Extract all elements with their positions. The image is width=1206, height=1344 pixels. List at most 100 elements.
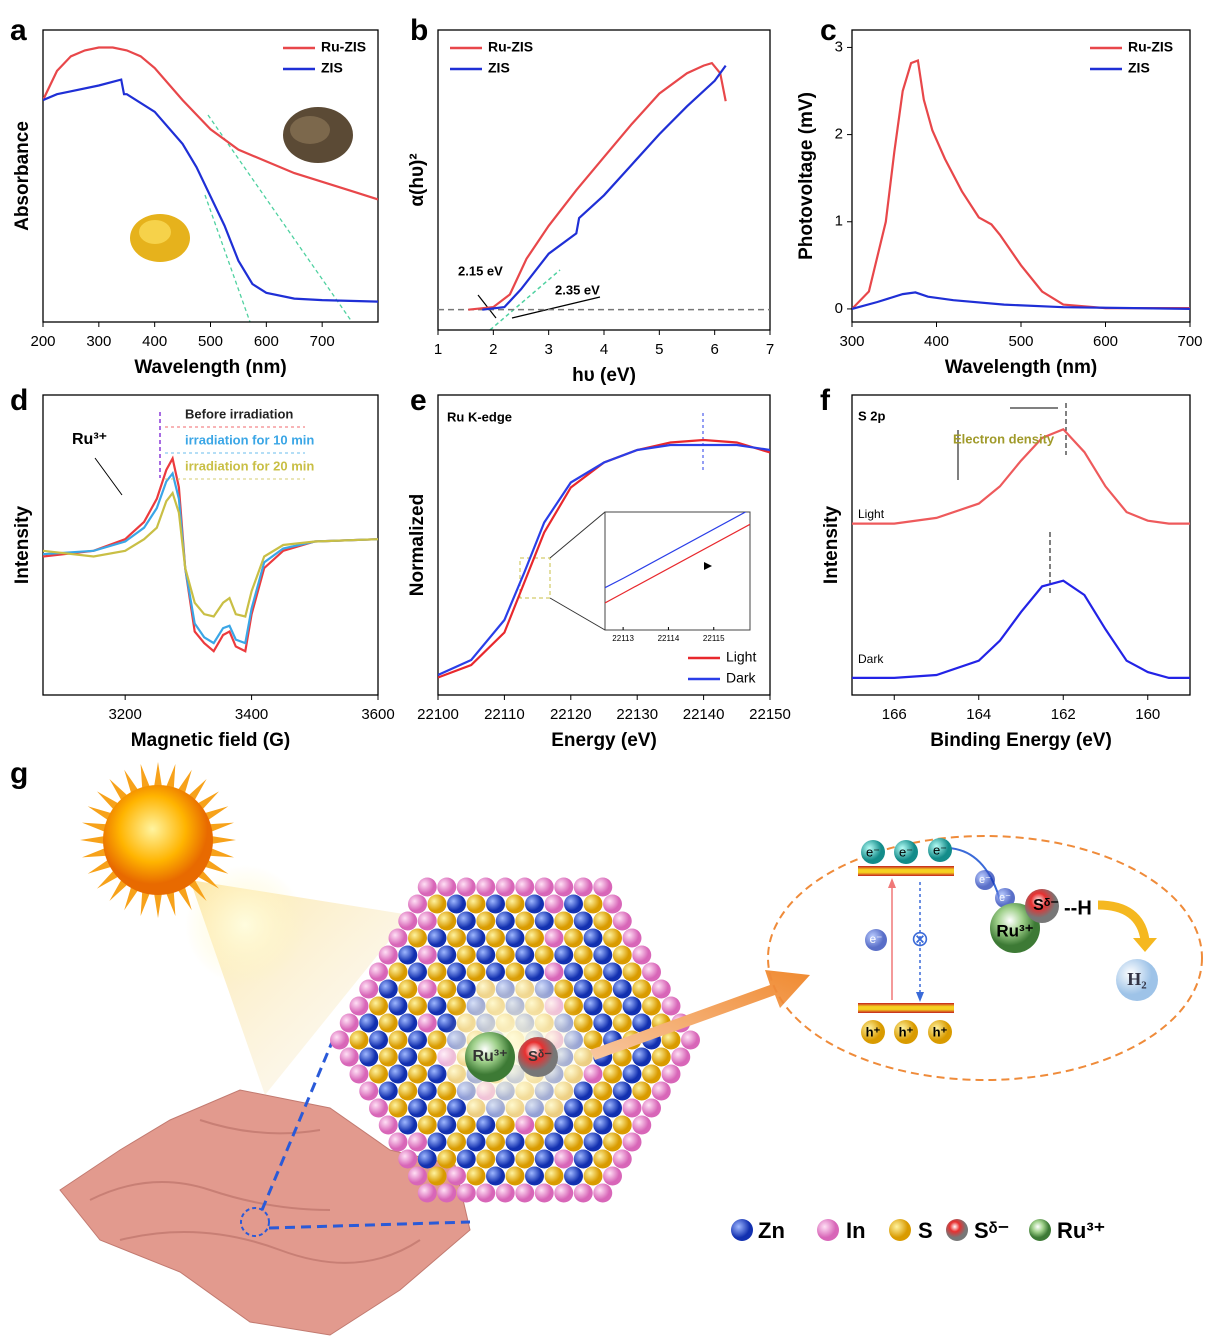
h2-label: H₂ bbox=[1127, 969, 1146, 989]
crystal-atom bbox=[535, 912, 554, 931]
x-tick-label: 300 bbox=[839, 333, 864, 350]
crystal-atom bbox=[408, 963, 427, 982]
crystal-atom bbox=[437, 1150, 456, 1169]
crystal-atom bbox=[428, 963, 447, 982]
crystal-atom bbox=[545, 929, 564, 948]
crystal-atom bbox=[545, 1133, 564, 1152]
crystal-atom bbox=[593, 980, 612, 999]
crystal-atom bbox=[632, 980, 651, 999]
crystal-atom bbox=[564, 1133, 583, 1152]
crystal-atom bbox=[350, 997, 369, 1016]
legend-label: ZIS bbox=[488, 60, 510, 76]
crystal-atom bbox=[437, 912, 456, 931]
x-tick-label: 4 bbox=[600, 341, 608, 358]
crystal-atom bbox=[574, 1116, 593, 1135]
x-tick-label: 7 bbox=[766, 341, 774, 358]
annotation: Ru K-edge bbox=[447, 409, 512, 424]
y-axis-label: Normalized bbox=[407, 494, 428, 596]
crystal-atom bbox=[496, 946, 515, 965]
crystal-atom bbox=[515, 878, 534, 897]
crystal-atom bbox=[359, 1082, 378, 1101]
crystal-atom bbox=[554, 878, 573, 897]
annotation-arrow bbox=[512, 297, 600, 318]
x-tick-label: 300 bbox=[86, 333, 111, 350]
x-axis-label: Wavelength (nm) bbox=[945, 357, 1097, 378]
x-tick-label: 22110 bbox=[484, 706, 525, 723]
x-tick-label: 400 bbox=[924, 333, 949, 350]
crystal-atom bbox=[389, 1065, 408, 1084]
y-tick-label: 0 bbox=[835, 300, 843, 317]
crystal-atom bbox=[467, 1133, 486, 1152]
crystal-atom bbox=[593, 912, 612, 931]
crystal-atom bbox=[359, 1014, 378, 1033]
hydrogen-label: --H bbox=[1064, 897, 1092, 919]
crystal-atom bbox=[418, 878, 437, 897]
x-tick-label: 3200 bbox=[108, 706, 141, 723]
crystal-atom bbox=[554, 912, 573, 931]
x-tick-label: 1 bbox=[434, 341, 442, 358]
crystal-atom bbox=[350, 1065, 369, 1084]
x-tick-label: 166 bbox=[882, 706, 907, 723]
hole-label: h⁺ bbox=[899, 1024, 914, 1039]
legend-label: In bbox=[846, 1218, 866, 1243]
legend-atom bbox=[946, 1219, 968, 1241]
legend-atom bbox=[1029, 1219, 1051, 1241]
legend-label: Light bbox=[726, 649, 756, 665]
crystal-atom bbox=[623, 997, 642, 1016]
crystal-atom bbox=[613, 946, 632, 965]
crystal-atom bbox=[642, 1099, 661, 1118]
crystal-atom bbox=[506, 929, 525, 948]
crystal-atom bbox=[642, 997, 661, 1016]
crystal-atom bbox=[632, 1082, 651, 1101]
annotation: Ru³⁺ bbox=[72, 431, 107, 448]
x-tick-label: 164 bbox=[966, 706, 991, 723]
crystal-atom bbox=[584, 1099, 603, 1118]
crystal-atom bbox=[330, 1031, 349, 1050]
crystal-atom bbox=[545, 1167, 564, 1186]
y-tick-label: 1 bbox=[835, 213, 843, 230]
y-tick-label: 3 bbox=[835, 38, 843, 55]
crystal-atom bbox=[447, 1167, 466, 1186]
y-axis-label: Absorbance bbox=[12, 121, 33, 231]
crystal-atom bbox=[408, 1065, 427, 1084]
crystal-atom bbox=[408, 929, 427, 948]
crystal-atom bbox=[671, 1048, 690, 1067]
crystal-atom bbox=[418, 1184, 437, 1203]
crystal-atom bbox=[623, 1099, 642, 1118]
x-tick-label: 162 bbox=[1051, 706, 1076, 723]
crystal-atom bbox=[379, 1048, 398, 1067]
crystal-atom bbox=[603, 895, 622, 914]
electron-label: e⁻ bbox=[979, 874, 991, 886]
crystal-atom bbox=[398, 1048, 417, 1067]
crystal-atom bbox=[515, 1150, 534, 1169]
crystal-atom bbox=[408, 1167, 427, 1186]
crystal-atom bbox=[457, 946, 476, 965]
crystal-atom bbox=[408, 1031, 427, 1050]
crystal-atom bbox=[467, 929, 486, 948]
x-tick-label: 700 bbox=[1177, 333, 1202, 350]
crystal-atom bbox=[437, 980, 456, 999]
light-glow bbox=[185, 865, 305, 985]
legend-atom bbox=[731, 1219, 753, 1241]
crystal-atom bbox=[389, 1133, 408, 1152]
crystal-atom bbox=[476, 946, 495, 965]
crystal-atom bbox=[642, 1065, 661, 1084]
crystal-atom bbox=[340, 1048, 359, 1067]
crystal-atom bbox=[379, 980, 398, 999]
crystal-atom bbox=[515, 946, 534, 965]
crystal-atom bbox=[408, 1133, 427, 1152]
crystal-atom bbox=[623, 963, 642, 982]
crystal-atom bbox=[535, 946, 554, 965]
crystal-atom bbox=[359, 980, 378, 999]
atom-label: Ru³⁺ bbox=[472, 1048, 507, 1065]
crystal-atom bbox=[418, 980, 437, 999]
figure: g Ru³⁺ Sᵟ⁻ e⁻ e⁻ e⁻ e⁻ e⁻ e⁻ ⊗ h⁺ h⁺ h⁺ … bbox=[0, 0, 1206, 1339]
crystal-atom bbox=[389, 963, 408, 982]
zoom-box bbox=[520, 558, 550, 598]
crystal-atom bbox=[496, 1150, 515, 1169]
arrow-head bbox=[888, 878, 896, 888]
series-label: Dark bbox=[858, 652, 884, 666]
x-tick-label: 500 bbox=[1008, 333, 1033, 350]
panel-letter: a bbox=[10, 14, 27, 47]
crystal-atom bbox=[681, 1031, 700, 1050]
